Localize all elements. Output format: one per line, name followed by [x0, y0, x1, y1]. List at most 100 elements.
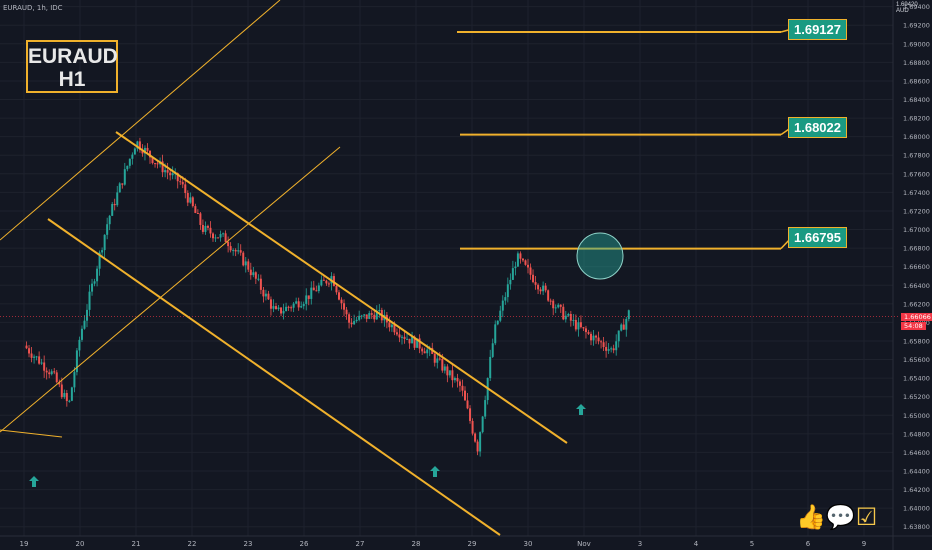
- checkbox-icon[interactable]: ☑: [855, 504, 878, 531]
- candle-body: [131, 154, 134, 159]
- candle-body: [209, 227, 212, 234]
- candle-body: [184, 184, 187, 194]
- y-tick-label: 1.63800: [903, 523, 930, 531]
- candle-body: [612, 348, 615, 351]
- candle-body: [453, 378, 456, 381]
- candle-body: [378, 310, 381, 312]
- candle-body: [355, 319, 358, 322]
- candle-body: [562, 306, 565, 320]
- candle-body: [141, 149, 144, 154]
- y-tick-label: 1.65200: [903, 393, 930, 401]
- candle-body: [398, 334, 401, 338]
- level-label-1: 1.69127: [788, 19, 847, 40]
- target-circle[interactable]: [576, 232, 624, 280]
- candle-body: [191, 197, 194, 207]
- candle-body: [254, 272, 257, 279]
- thumbs-up-icon[interactable]: 👍: [796, 504, 826, 531]
- candle-body: [327, 283, 330, 285]
- support-segment[interactable]: [0, 429, 63, 438]
- candle-body: [264, 293, 267, 297]
- candle-body: [55, 372, 58, 383]
- descending-channel-lower[interactable]: [47, 218, 501, 536]
- title-line-2: H1: [58, 68, 86, 91]
- candle-body: [577, 322, 580, 330]
- candle-body: [98, 252, 101, 269]
- candle-body: [401, 336, 403, 338]
- x-tick-label: 9: [862, 540, 866, 548]
- candle-body: [592, 335, 595, 341]
- candle-body: [63, 393, 66, 398]
- candle-body: [282, 311, 285, 314]
- candle-body: [50, 371, 53, 375]
- candle-body: [262, 289, 265, 297]
- level-label-2: 1.68022: [788, 117, 847, 138]
- candle-body: [60, 384, 63, 398]
- candle-body: [305, 295, 308, 304]
- candle-body: [300, 306, 303, 308]
- y-tick-label: 1.67800: [903, 152, 930, 160]
- candle-body: [317, 285, 320, 292]
- candle-body: [436, 358, 439, 363]
- candle-body: [610, 348, 613, 350]
- y-tick-label: 1.65000: [903, 412, 930, 420]
- x-tick-label: 6: [806, 540, 811, 548]
- candle-body: [194, 206, 197, 213]
- ascending-channel-lower[interactable]: [0, 146, 341, 433]
- y-tick-label: 1.68600: [903, 77, 930, 85]
- candle-body: [201, 224, 204, 232]
- candle-body: [126, 165, 129, 170]
- candle-body: [441, 358, 444, 371]
- candle-body: [108, 215, 111, 225]
- candle-body: [206, 225, 209, 228]
- candle-body: [93, 281, 96, 284]
- candle-body: [544, 285, 547, 291]
- candle-body: [149, 150, 151, 158]
- candle-body: [138, 141, 141, 150]
- candle-body: [78, 339, 81, 351]
- candle-body: [38, 356, 41, 364]
- comments-icon[interactable]: 💬: [825, 504, 856, 531]
- candle-body: [373, 314, 376, 320]
- candle-body: [237, 250, 240, 252]
- candle-body: [45, 370, 48, 373]
- candle-body: [476, 441, 479, 452]
- candle-body: [280, 307, 283, 314]
- candle-body: [496, 320, 499, 325]
- candle-body: [123, 169, 126, 185]
- x-tick-label: 29: [468, 540, 477, 548]
- candle-body: [584, 328, 587, 333]
- candle-body: [511, 268, 514, 280]
- candle-body: [164, 170, 167, 173]
- candle-body: [161, 161, 164, 173]
- candle-body: [58, 382, 61, 385]
- candle-body: [388, 322, 391, 328]
- candle-body: [96, 268, 99, 282]
- candle-body: [597, 337, 600, 342]
- candle-body: [567, 313, 570, 316]
- candle-body: [607, 349, 610, 351]
- candle-body: [227, 241, 230, 247]
- y-tick-label: 1.66200: [903, 300, 930, 308]
- y-axis[interactable]: [893, 0, 932, 550]
- descending-channel-upper[interactable]: [115, 131, 568, 444]
- candle-body: [521, 258, 524, 261]
- candle-body: [75, 350, 78, 373]
- x-tick-label: Nov: [577, 540, 591, 548]
- candle-body: [524, 260, 527, 265]
- x-tick-label: 22: [188, 540, 197, 548]
- candle-body: [310, 287, 313, 299]
- last-price-tag: 1.66066: [901, 313, 932, 321]
- candle-body: [325, 280, 328, 284]
- candle-body: [395, 332, 398, 335]
- candle-body: [189, 197, 192, 203]
- candle-body: [438, 358, 441, 360]
- candle-body: [423, 351, 426, 354]
- candle-body: [506, 284, 509, 298]
- candle-body: [358, 315, 361, 320]
- up-arrow-icon: [29, 476, 39, 487]
- candle-body: [602, 342, 605, 348]
- candle-body: [322, 279, 325, 281]
- candle-body: [537, 284, 540, 290]
- ascending-channel-upper[interactable]: [0, 0, 281, 241]
- candle-body: [451, 370, 454, 381]
